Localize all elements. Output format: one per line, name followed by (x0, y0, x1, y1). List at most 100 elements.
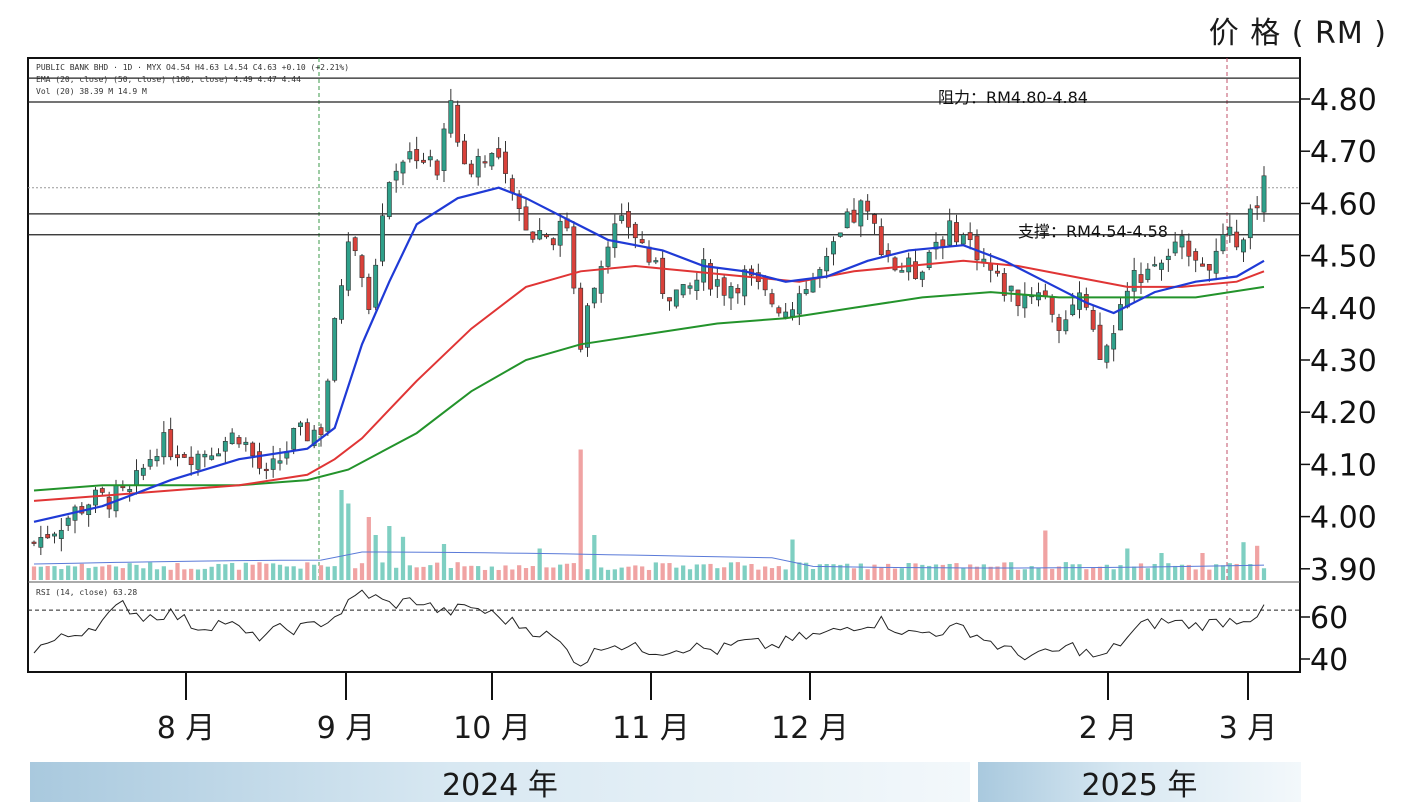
candle-body (209, 455, 215, 460)
volume-bar (482, 569, 488, 580)
candle-body (728, 286, 734, 299)
volume-bar (1070, 564, 1075, 580)
volume-bar (968, 564, 973, 580)
candle-body (277, 460, 283, 464)
candle-body (940, 239, 946, 248)
candle-body (721, 277, 727, 296)
candle-body (325, 380, 331, 432)
volume-bar (161, 566, 166, 580)
candle-body (1015, 289, 1021, 307)
volume-bar (886, 563, 891, 580)
volume-bar (872, 564, 877, 580)
candle-body (872, 214, 877, 224)
volume-bar (605, 569, 611, 580)
volume-bar (1261, 568, 1267, 580)
volume-bar (735, 562, 740, 580)
volume-bar (476, 566, 481, 580)
candle-body (414, 149, 420, 162)
candle-body (516, 193, 522, 209)
candle-body (673, 289, 679, 307)
volume-bar (1043, 530, 1048, 580)
volume-bar (1097, 566, 1103, 580)
candle-body (134, 470, 139, 486)
candle-body (865, 200, 871, 212)
month-label-dec: 12 月 (771, 711, 849, 746)
volume-bar (1077, 564, 1082, 580)
volume-bar (353, 568, 358, 580)
volume-bar (154, 569, 160, 580)
volume-bar (455, 562, 460, 580)
volume-bar (264, 563, 269, 580)
volume-bar (462, 566, 467, 580)
volume-bar (230, 562, 235, 580)
candle-body (585, 305, 590, 348)
candle-body (216, 453, 221, 457)
candle-body (537, 230, 543, 240)
volume-bar (988, 566, 993, 580)
volume-bar (66, 565, 71, 580)
volume-bar (1056, 566, 1062, 580)
volume-bar (339, 490, 344, 580)
candle-body (591, 287, 597, 304)
volume-bar (380, 562, 385, 580)
candle-body (605, 246, 611, 267)
volume-bar (1207, 569, 1212, 580)
year-band-2024: 2024 年 (30, 762, 970, 803)
volume-bar (195, 569, 201, 580)
volume-bar (681, 565, 686, 580)
volume-bar (243, 562, 248, 580)
candle-body (222, 441, 228, 452)
volume-bar (906, 563, 911, 580)
candle-body (441, 128, 447, 171)
volume-bar (1166, 563, 1171, 580)
volume-bar (517, 565, 522, 580)
candle-body (380, 215, 385, 262)
volume-bar (715, 568, 720, 580)
candle-body (1001, 273, 1007, 296)
volume-bar (1002, 562, 1007, 580)
volume-bar (660, 563, 665, 580)
candle-body (393, 170, 399, 181)
volume-bar (120, 568, 125, 580)
month-label-feb: 2 月 (1078, 711, 1138, 746)
volume-bar (182, 569, 187, 580)
volume-bar (496, 569, 501, 580)
volume-bar (1111, 569, 1116, 580)
year-band-2025: 2025 年 (978, 762, 1301, 803)
candle-body (195, 453, 201, 470)
candle-body (639, 239, 645, 244)
candle-body (919, 271, 925, 280)
candle-body (318, 427, 324, 436)
candle-body (776, 307, 782, 314)
candle-body (824, 256, 830, 272)
volume-bar (578, 449, 583, 580)
candle-body (127, 489, 133, 492)
candle-body (544, 234, 549, 238)
candle-body (45, 534, 51, 539)
volume-bar (346, 503, 351, 580)
volume-bar (1214, 564, 1219, 580)
candle-body (38, 537, 44, 548)
volume-bar (858, 563, 863, 580)
volume-bar (189, 568, 194, 580)
volume-bar (318, 565, 324, 580)
candle-body (1104, 345, 1110, 363)
price-tick-label: 4.60 (1310, 187, 1377, 222)
candle-body (257, 451, 262, 469)
volume-bar (305, 562, 310, 580)
volume-bar (571, 563, 576, 580)
volume-bar (250, 564, 255, 580)
price-tick-label: 4.70 (1310, 135, 1377, 170)
volume-bar (1091, 567, 1096, 580)
candle-body (455, 104, 461, 143)
volume-bar (592, 535, 597, 580)
candle-body (851, 209, 857, 223)
volume-bar (701, 564, 706, 580)
candle-body (933, 241, 939, 250)
candle-body (1193, 251, 1199, 261)
volume-bar (271, 563, 276, 580)
volume-ma-line (33, 551, 1265, 569)
volume-bar (954, 563, 959, 580)
volume-bar (277, 564, 283, 580)
candle-body (31, 541, 37, 544)
